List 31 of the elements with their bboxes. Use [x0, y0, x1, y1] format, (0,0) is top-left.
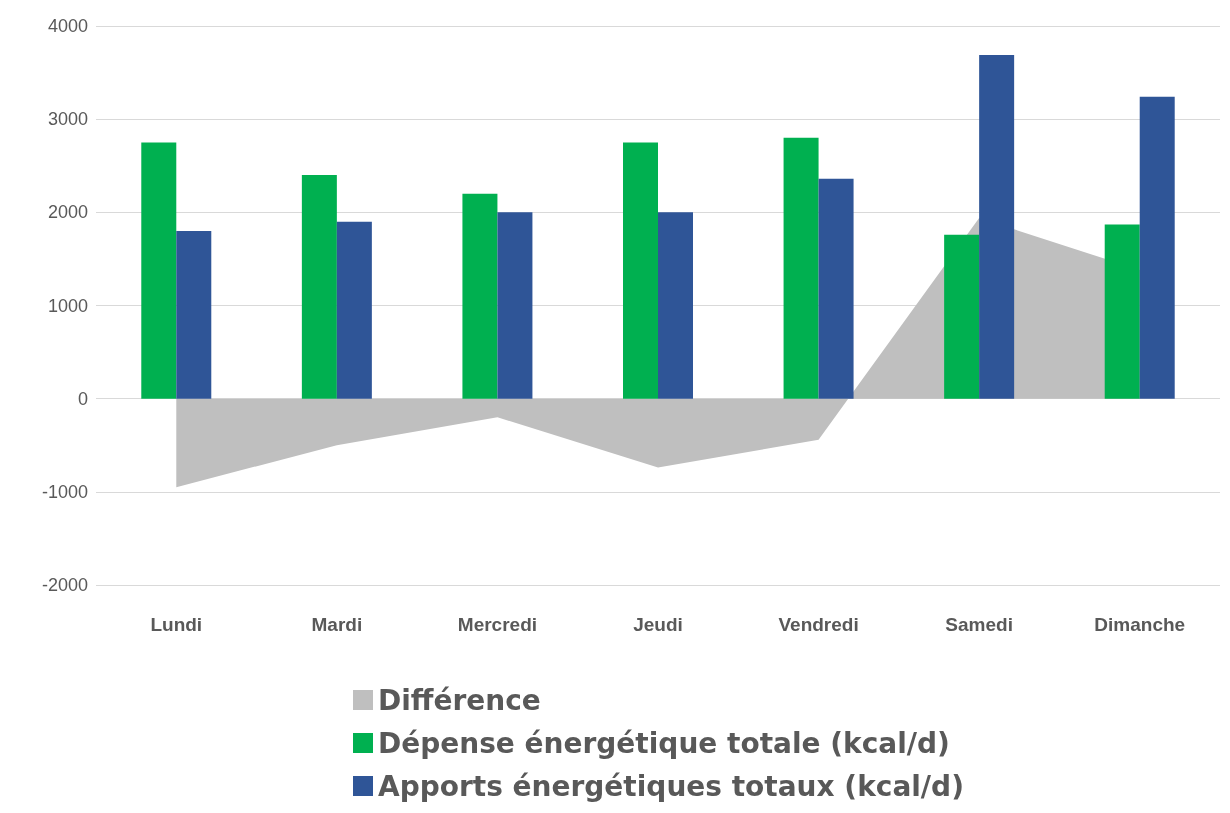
y-tick-label: -2000 [41, 575, 88, 595]
bar [944, 234, 980, 399]
y-tick-label: 2000 [47, 202, 88, 223]
bar [783, 137, 819, 399]
legend-label: Différence [378, 683, 541, 717]
bar [497, 212, 533, 399]
x-tick-label: Dimanche [1094, 614, 1186, 635]
bar [141, 142, 177, 399]
x-tick-label: Vendredi [778, 614, 859, 635]
bar [1139, 96, 1175, 399]
y-tick-label: 1000 [47, 295, 88, 316]
x-tick-label: Samedi [945, 614, 1013, 635]
x-tick-label: Mardi [311, 614, 363, 635]
x-tick-label: Jeudi [633, 614, 683, 635]
bar [176, 230, 212, 399]
x-tick-label: Lundi [150, 614, 203, 635]
bar [301, 175, 337, 399]
bar [1104, 224, 1140, 399]
y-tick-label: 4000 [47, 16, 88, 36]
bar [623, 142, 658, 399]
legend-label: Dépense énergétique totale (kcal/d) [378, 726, 950, 760]
y-tick-label: 0 [77, 388, 88, 409]
x-tick-label: Mercredi [457, 614, 538, 635]
y-tick-label: 3000 [47, 109, 88, 130]
y-tick-label: -1000 [41, 481, 88, 502]
bar [979, 54, 1015, 399]
legend-label: Apports énergétiques totaux (kcal/d) [378, 769, 964, 803]
bar [462, 193, 498, 399]
bar [336, 221, 372, 399]
bar [818, 178, 854, 399]
bar [658, 212, 693, 399]
